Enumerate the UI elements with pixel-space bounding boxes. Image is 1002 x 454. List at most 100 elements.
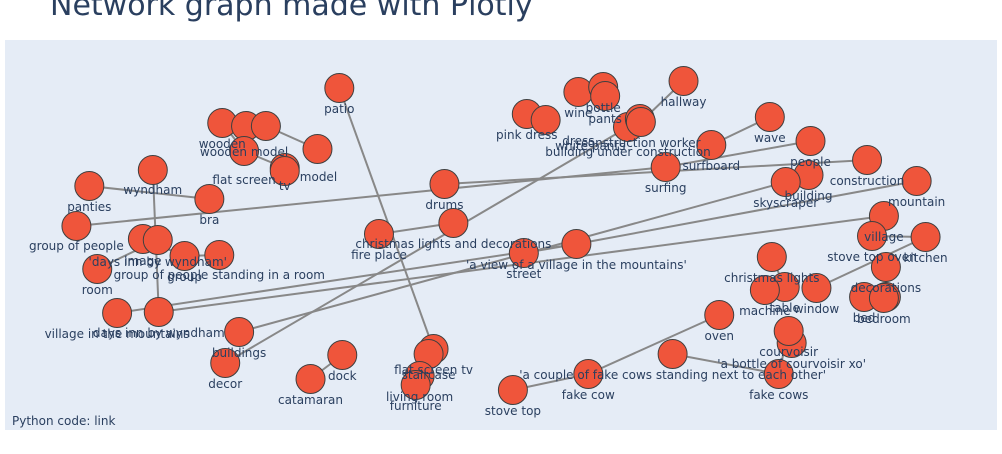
node-surfboard[interactable] [696,130,727,160]
node-label-stage: 'days inn by wyndham' [89,255,227,269]
node-label-flat_screen: flat screen [212,173,275,187]
node-skyscraper[interactable] [770,167,801,197]
node-label-fake_cow: fake cow [562,388,615,402]
node-label-stove_top_oven: stove top oven [827,250,917,264]
node-stove_top_oven[interactable] [857,221,888,251]
node-construction_worker[interactable] [625,107,656,137]
node-label-hallway: hallway [661,95,707,109]
node-label-decorations: decorations [851,281,921,295]
node-wooden_n3[interactable] [250,111,281,141]
node-decor[interactable] [210,348,241,378]
node-label-buildings: buildings [212,346,266,360]
node-wave[interactable] [754,102,785,132]
node-label-tv: tv [279,179,291,193]
node-fire_place[interactable] [363,219,394,249]
node-village_mountains[interactable] [102,298,133,328]
edge-village_mountains-view_village [116,243,577,314]
node-tv[interactable] [269,156,300,186]
node-label-room: room [82,283,113,297]
node-label-mountain: mountain [888,195,945,209]
node-label-window: window [794,302,840,316]
node-label-bed: bed [853,311,876,325]
node-room[interactable] [82,254,113,284]
python-code-link[interactable]: link [94,414,116,428]
node-pants[interactable] [590,81,621,111]
node-label-machine: machine [739,304,791,318]
node-group_standing[interactable] [204,240,235,270]
node-christmas_lights[interactable] [756,242,787,272]
node-stove_top[interactable] [497,375,528,405]
node-label-construction_worker: construction worker [581,136,700,150]
node-label-bedroom: bedroom [857,312,911,326]
node-days_inn[interactable] [143,297,174,327]
node-label-skyscraper: skyscraper [753,196,818,210]
node-dress[interactable] [530,105,561,135]
node-label-couple_fake_cows: 'a couple of fake cows standing next to … [519,368,826,382]
node-oven_node[interactable] [870,252,901,282]
node-couple_fake_cows[interactable] [657,339,688,369]
node-label-view_village: 'a view of a village in the mountains' [466,258,687,272]
node-label-decor: decor [208,377,242,391]
node-label-street: street [506,267,541,281]
node-fake_cows[interactable] [763,359,794,389]
node-bra[interactable] [194,184,225,214]
node-label-days_inn: days inn by wyndham [93,326,225,340]
node-furniture[interactable] [400,370,431,400]
node-label-patio: patio [324,102,354,116]
node-wooden_model[interactable] [229,136,260,166]
chart-title: Network graph made with Plotly [50,0,533,23]
node-bedroom[interactable] [868,283,899,313]
node-construction[interactable] [852,145,883,175]
node-label-christmas_lights_decorations: christmas lights and decorations [355,237,551,251]
node-label-bottle_courvoisir: 'a bottle of courvoisir xo' [717,357,866,371]
node-label-wooden_model: wooden model [200,145,288,159]
node-label-group: group [167,270,202,284]
node-label-village_mountains: village in the mountains [45,327,190,341]
node-patio[interactable] [324,73,355,103]
node-window[interactable] [801,273,832,303]
node-catamaran[interactable] [295,364,326,394]
edge-window-kitchen [816,236,926,289]
node-dock[interactable] [327,340,358,370]
node-christmas_lights_decorations[interactable] [438,208,469,238]
node-label-bra: bra [199,213,219,227]
node-label-village: village [864,230,903,244]
node-machine[interactable] [749,275,780,305]
node-kitchen[interactable] [910,222,941,252]
node-label-pants: pants [588,112,622,126]
node-fake_cow[interactable] [573,359,604,389]
node-group_of_people[interactable] [61,211,92,241]
node-label-fire_place: fire place [351,248,407,262]
node-mountain[interactable] [901,166,932,196]
node-oven[interactable] [704,300,735,330]
edge-fake_cow-oven [587,314,720,375]
annotation-prefix: Python code: [12,414,95,428]
edge-couple_fake_cows-fake_cows [672,353,779,375]
node-wyndham[interactable] [137,155,168,185]
node-courvoisir[interactable] [773,316,804,346]
node-label-furniture: furniture [390,399,442,413]
node-label-wooden: wooden [199,137,246,151]
node-view_village[interactable] [561,229,592,259]
node-label-fake_cows: fake cows [749,388,808,402]
edge-decor-white_pants [224,126,629,364]
node-label-image: image [124,254,161,268]
node-street[interactable] [508,238,539,268]
node-group[interactable] [169,241,200,271]
node-label-stove_top: stove top [485,404,541,418]
node-label-panties: panties [67,200,111,214]
node-label-wave: wave [754,131,786,145]
node-panties[interactable] [74,171,105,201]
node-model[interactable] [302,134,333,164]
node-stage[interactable] [142,225,173,255]
node-drums[interactable] [429,169,460,199]
node-people[interactable] [795,126,826,156]
node-surfing[interactable] [650,152,681,182]
node-hallway[interactable] [668,66,699,96]
node-label-courvoisir: courvoisir [759,345,818,359]
node-buildings[interactable] [224,317,255,347]
edge-view_village-mountain [576,180,917,245]
